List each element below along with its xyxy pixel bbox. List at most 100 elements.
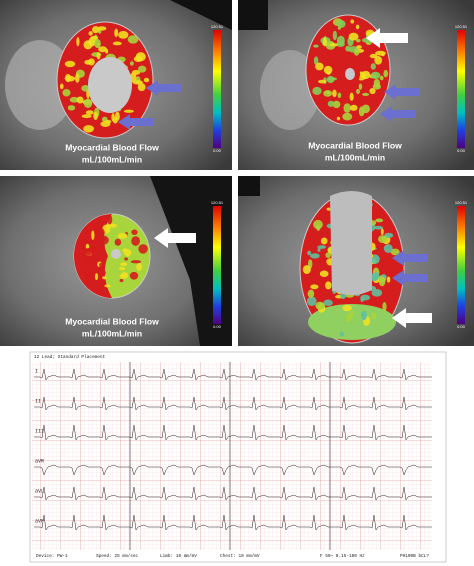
ecg-footer: Speed: 25 mm/sec (96, 554, 139, 559)
perfusion-texture (102, 237, 106, 241)
color-bar (457, 30, 465, 148)
perfusion-texture (372, 83, 381, 90)
perfusion-texture (317, 245, 326, 249)
ecg-trace (34, 368, 432, 381)
perfusion-texture (92, 225, 103, 232)
perfusion-texture (372, 272, 380, 281)
perfusion-texture (382, 301, 387, 312)
ecg-trace (34, 396, 432, 411)
perfusion-texture (390, 248, 400, 256)
perfusion-texture (131, 229, 138, 235)
perfusion-texture (88, 31, 93, 36)
perfusion-texture (386, 276, 391, 283)
perfusion-texture (323, 65, 333, 75)
ecg-footer: F 50~ 0.15-100 Hz (320, 554, 365, 559)
perfusion-texture (315, 62, 324, 71)
perfusion-texture (69, 96, 79, 103)
perfusion-texture (361, 310, 368, 321)
perfusion-texture (107, 214, 113, 225)
perfusion-texture (349, 92, 354, 101)
perfusion-texture (370, 63, 376, 70)
ecg-footer: Device: PW-1 (36, 554, 68, 559)
perfusion-texture (377, 277, 386, 281)
perfusion-texture (99, 242, 105, 252)
panel-units: mL/100mL/min (325, 152, 385, 162)
panel (238, 0, 474, 170)
scale-max: 120.51 (455, 200, 468, 205)
perfusion-texture (121, 272, 128, 278)
perfusion-texture (94, 273, 99, 281)
perfusion-texture (104, 284, 112, 288)
perfusion-texture (302, 265, 311, 274)
perfusion-texture (325, 281, 332, 290)
perfusion-texture (315, 301, 325, 310)
perfusion-texture (83, 125, 95, 133)
perfusion-texture (380, 228, 384, 236)
perfusion-texture (84, 248, 93, 256)
panel (0, 176, 232, 346)
perfusion-texture (102, 270, 106, 275)
perfusion-texture (355, 24, 360, 30)
perfusion-texture (369, 53, 378, 59)
ecg-footer: PH100B bCL? (400, 554, 429, 559)
lead-label: aVR (35, 458, 44, 464)
perfusion-texture (138, 244, 148, 254)
perfusion-texture (62, 89, 71, 97)
perfusion-texture (323, 299, 333, 306)
perfusion-texture (374, 55, 383, 65)
perfusion-texture (353, 48, 360, 56)
perfusion-texture (348, 310, 354, 319)
perfusion-texture (384, 232, 394, 239)
perfusion-texture (369, 87, 376, 95)
perfusion-texture (143, 77, 150, 83)
perfusion-texture (129, 61, 134, 66)
perfusion-texture (325, 252, 331, 258)
perfusion-texture (85, 243, 90, 250)
perfusion-texture (362, 92, 370, 96)
perfusion-texture (326, 207, 332, 211)
perfusion-texture (313, 44, 319, 48)
perfusion-texture (322, 37, 328, 47)
lead-label: aVF (35, 518, 44, 524)
perfusion-texture (313, 219, 323, 230)
perfusion-texture (124, 249, 132, 257)
perfusion-texture (112, 41, 122, 46)
perfusion-texture (114, 111, 120, 122)
perfusion-texture (339, 331, 345, 337)
ecg-trace (34, 464, 432, 476)
perfusion-texture (323, 90, 333, 97)
perfusion-texture (83, 98, 93, 109)
perfusion-texture (356, 45, 362, 49)
lead-label: II (35, 398, 41, 404)
panel-label: Myocardial Blood Flow (65, 316, 159, 326)
perfusion-texture (332, 89, 337, 98)
perfusion-texture (97, 26, 107, 31)
scale-min: 0.00 (457, 148, 466, 153)
perfusion-texture (59, 83, 64, 90)
perfusion-texture (332, 100, 341, 109)
perfusion-texture (76, 96, 84, 104)
perfusion-texture (327, 77, 338, 81)
perfusion-texture (102, 276, 107, 280)
perfusion-texture (370, 71, 381, 80)
perfusion-texture (117, 233, 128, 239)
perfusion-texture (313, 56, 319, 66)
perfusion-texture (81, 114, 92, 119)
perfusion-texture (85, 110, 94, 115)
perfusion-texture (378, 235, 387, 243)
perfusion-texture (383, 244, 393, 253)
lead-label: III (35, 428, 44, 434)
perfusion-texture (91, 230, 95, 241)
perfusion-texture (120, 262, 128, 267)
perfusion-texture (318, 79, 327, 84)
perfusion-texture (83, 270, 92, 279)
perfusion-texture (94, 38, 101, 49)
perfusion-texture (379, 75, 384, 81)
perfusion-texture (123, 109, 134, 113)
perfusion-texture (356, 88, 361, 95)
color-bar (213, 206, 221, 324)
panel-units: mL/100mL/min (82, 328, 142, 338)
perfusion-texture (81, 84, 90, 92)
scale-max: 120.51 (455, 24, 468, 29)
